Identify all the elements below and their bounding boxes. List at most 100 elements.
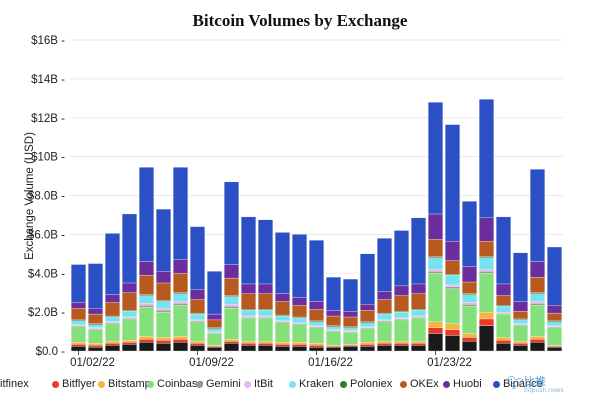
bar-segment-coinbase	[394, 319, 409, 342]
bar-segment-huobi	[139, 261, 154, 276]
x-axis-ticks: 01/02/22 01/09/22 01/16/22 01/23/22	[70, 351, 472, 369]
bar-segment-kraken	[411, 310, 426, 317]
bar-segment-kraken	[258, 310, 273, 317]
bar-segment-okex	[207, 319, 222, 328]
legend-item-gemini: Gemini	[196, 378, 241, 390]
bar-segment-kraken	[173, 293, 188, 302]
bar-segment-bitstamp	[360, 342, 375, 345]
bar-segment-itbit	[224, 304, 239, 307]
bar-segment-bitflyer	[513, 343, 528, 346]
bar-segment-okex	[411, 293, 426, 310]
bar-segment-bitflyer	[377, 343, 392, 346]
bar-segment-okex	[530, 276, 545, 293]
bar-segment-okex	[445, 260, 460, 275]
bar-segment-bitfinex	[462, 341, 477, 352]
watermark-sub: bitpush.news	[524, 387, 564, 394]
bar-segment-okex	[88, 313, 103, 324]
bar-segment-bitstamp	[258, 341, 273, 344]
bar-segment-huobi	[309, 301, 324, 310]
bar-segment-okex	[275, 301, 290, 316]
legend-swatch	[340, 380, 347, 388]
bar-segment-bitflyer	[156, 340, 171, 344]
y-tick-label: $0.0 -	[36, 346, 66, 358]
bar-segment-bitflyer	[71, 344, 86, 347]
bar-segment-bitstamp	[241, 341, 256, 344]
bar-segment-binance	[156, 208, 171, 272]
bar-segment-okex	[547, 312, 562, 322]
legend-label: Bitstamp	[108, 378, 151, 390]
bar-segment-coinbase	[462, 306, 477, 334]
legend-item-binance: Binance	[493, 378, 543, 390]
bar-segment-gemini	[224, 306, 239, 309]
bar-segment-gemini	[139, 305, 154, 308]
bar-segment-itbit	[139, 303, 154, 306]
legend-item-bitfinex: itfinex	[0, 378, 29, 390]
bar-segment-kraken	[530, 293, 545, 302]
bar-segment-binance	[122, 213, 137, 284]
bar-segment-kraken	[343, 327, 358, 331]
bar-segment-kraken	[275, 315, 290, 322]
bar-segment-bitstamp	[411, 341, 426, 344]
bar-segment-coinbase	[258, 317, 273, 342]
legend-swatch	[443, 380, 450, 388]
bar-segment-bitfinex	[309, 346, 324, 352]
bar-segment-bitflyer	[530, 339, 545, 343]
bar-segment-binance	[309, 240, 324, 302]
bar-segment-coinbase	[88, 329, 103, 344]
bar-segment-okex	[326, 315, 341, 326]
bar-segment-coinbase	[496, 313, 511, 338]
bar-segment-huobi	[156, 271, 171, 284]
legend-label: OKEx	[410, 378, 439, 390]
bar-segment-bitfinex	[343, 345, 358, 352]
bar-segment-binance	[530, 169, 545, 262]
bar-segment-huobi	[190, 289, 205, 300]
bar-segment-bitstamp	[309, 343, 324, 346]
bar-segment-binance	[241, 216, 256, 285]
bar-segment-okex	[309, 309, 324, 322]
bar-segment-huobi	[105, 294, 120, 303]
bar-segment-bitstamp	[428, 321, 443, 328]
bar-segment-binance	[513, 252, 528, 302]
x-tick-label: 01/02/22	[70, 357, 115, 369]
bar-segment-bitflyer	[428, 327, 443, 334]
bar-segment-huobi	[411, 283, 426, 294]
legend-item-kraken: Kraken	[289, 378, 334, 390]
bar-segment-itbit	[462, 302, 477, 305]
chart-legend: itfinex Bitflyer Bitstamp Coinbase Gemini ItB…	[0, 378, 595, 394]
bar-segment-coinbase	[360, 328, 375, 343]
bar-segment-coinbase	[241, 317, 256, 342]
bar-segment-bitfinex	[445, 335, 460, 352]
legend-swatch	[52, 380, 59, 388]
bar-segment-bitstamp	[462, 333, 477, 338]
bar-segment-bitflyer	[224, 341, 239, 344]
bar-segment-okex	[224, 277, 239, 296]
bar-segment-bitfinex	[139, 342, 154, 352]
y-tick-label: $2.0B -	[28, 307, 65, 319]
bar-segment-bitflyer	[394, 343, 409, 346]
bar-segment-okex	[122, 292, 137, 311]
bar-segment-gemini	[173, 303, 188, 306]
bar-segment-huobi	[292, 297, 307, 306]
bar-segment-kraken	[394, 311, 409, 319]
legend-label: Kraken	[299, 378, 334, 390]
bar-segment-bitfinex	[275, 345, 290, 352]
x-tick-label: 01/23/22	[427, 357, 472, 369]
bar-segment-huobi	[241, 283, 256, 294]
legend-label: Huobi	[453, 378, 482, 390]
bar-segment-binance	[445, 124, 460, 242]
bar-segment-gemini	[462, 304, 477, 307]
bar-segment-bitfinex	[496, 343, 511, 352]
bar-segment-okex	[496, 295, 511, 306]
bar-segment-gemini	[479, 271, 494, 274]
legend-swatch	[98, 380, 105, 388]
bar-segment-bitfinex	[377, 345, 392, 352]
legend-label: itfinex	[0, 378, 29, 390]
bar-segment-binance	[88, 263, 103, 309]
legend-label: ItBit	[254, 378, 273, 390]
bar-segment-coinbase	[275, 322, 290, 343]
bar-segment-binance	[496, 216, 511, 285]
legend-item-okex: OKEx	[400, 378, 439, 390]
bar-segment-bitfinex	[547, 346, 562, 352]
bar-segment-binance	[224, 181, 239, 265]
bar-segment-bitfinex	[105, 345, 120, 352]
